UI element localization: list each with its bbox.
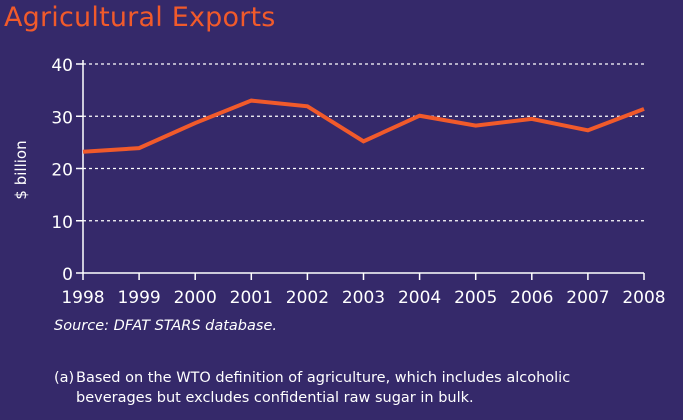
y-tick-labels: 0 10 20 30 40 bbox=[51, 56, 73, 285]
x-tick-labels: 1998 1999 2000 2001 2002 2003 2004 2005 2006 2007… bbox=[61, 288, 665, 308]
x-tick-label: 2007 bbox=[566, 288, 609, 308]
source-note: Source: DFAT STARS database. bbox=[54, 318, 277, 334]
x-tick-label: 2004 bbox=[398, 288, 441, 308]
y-axis-label: $ billion bbox=[12, 140, 30, 199]
y-tick-label: 20 bbox=[51, 161, 73, 181]
series-line bbox=[82, 98, 645, 154]
footnote-line-2: beverages but excludes confidential raw … bbox=[76, 390, 474, 406]
x-tick-label: 1999 bbox=[117, 288, 160, 308]
y-tick-label: 10 bbox=[51, 213, 73, 233]
x-tick-label: 2008 bbox=[622, 288, 665, 308]
footnote-line-1: Based on the WTO definition of agricultu… bbox=[76, 370, 571, 386]
footnote-marker: (a) bbox=[54, 370, 75, 386]
x-tick-label: 2003 bbox=[342, 288, 385, 308]
y-tick-label: 40 bbox=[51, 56, 73, 76]
chart-title: Agricultural Exports bbox=[4, 2, 276, 33]
y-tick-label: 30 bbox=[51, 108, 73, 128]
x-tick-label: 2001 bbox=[230, 288, 273, 308]
x-tick-label: 2005 bbox=[454, 288, 497, 308]
x-tick-label: 2006 bbox=[510, 288, 553, 308]
footnote: (a) Based on the WTO definition of agricu… bbox=[54, 368, 674, 408]
axes bbox=[76, 60, 645, 280]
y-tick-label: 0 bbox=[62, 265, 73, 285]
x-tick-label: 2000 bbox=[174, 288, 217, 308]
series-lines bbox=[82, 98, 645, 154]
x-tick-label: 1998 bbox=[61, 288, 104, 308]
x-tick-label: 2002 bbox=[286, 288, 329, 308]
